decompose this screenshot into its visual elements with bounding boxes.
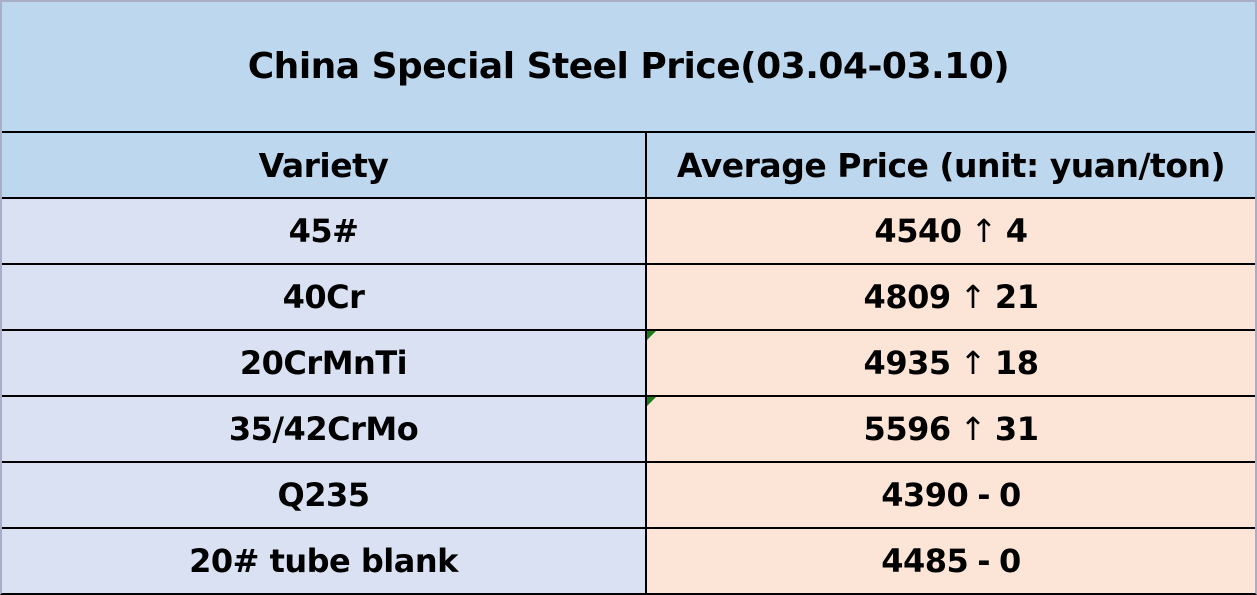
price-cell: 4935 ↑ 18 (645, 331, 1255, 395)
variety-cell: 20CrMnTi (2, 331, 645, 395)
variety-cell: 35/42CrMo (2, 397, 645, 461)
change-direction-symbol: - (977, 542, 991, 580)
change-value: 4 (1005, 212, 1028, 250)
change-value: 0 (999, 542, 1021, 580)
change-value: 18 (994, 344, 1039, 382)
price-value: 4935 (863, 344, 952, 382)
column-header-variety: Variety (2, 133, 645, 197)
header-row: Variety Average Price (unit: yuan/ton) (2, 131, 1255, 197)
price-value: 4390 (881, 476, 969, 514)
table-row: 35/42CrMo 5596 ↑ 31 (2, 395, 1255, 461)
price-cell: 4809 ↑ 21 (645, 265, 1255, 329)
price-value: 5596 (863, 410, 952, 448)
change-direction-symbol: ↑ (959, 278, 987, 316)
change-value: 31 (994, 410, 1039, 448)
price-cell: 4485 - 0 (645, 529, 1255, 593)
price-cell: 4540 ↑ 4 (645, 199, 1255, 263)
change-direction-symbol: - (977, 476, 991, 514)
number-stored-as-text-flag-icon (647, 331, 656, 340)
price-cell: 5596 ↑ 31 (645, 397, 1255, 461)
table-row: 45# 4540 ↑ 4 (2, 197, 1255, 263)
variety-cell: 20# tube blank (2, 529, 645, 593)
table-title: China Special Steel Price(03.04-03.10) (2, 2, 1255, 131)
change-direction-symbol: ↑ (970, 212, 997, 250)
number-stored-as-text-flag-icon (647, 397, 656, 406)
table-row: 20# tube blank 4485 - 0 (2, 527, 1255, 593)
variety-cell: 40Cr (2, 265, 645, 329)
price-value: 4809 (863, 278, 952, 316)
change-value: 21 (994, 278, 1039, 316)
change-value: 0 (999, 476, 1021, 514)
table-row: Q235 4390 - 0 (2, 461, 1255, 527)
table-row: 40Cr 4809 ↑ 21 (2, 263, 1255, 329)
change-direction-symbol: ↑ (959, 410, 987, 448)
table-row: 20CrMnTi 4935 ↑ 18 (2, 329, 1255, 395)
change-direction-symbol: ↑ (959, 344, 987, 382)
price-cell: 4390 - 0 (645, 463, 1255, 527)
variety-cell: Q235 (2, 463, 645, 527)
price-value: 4485 (881, 542, 969, 580)
column-header-price: Average Price (unit: yuan/ton) (645, 133, 1255, 197)
table-body: 45# 4540 ↑ 4 40Cr 4809 ↑ 21 20CrMnTi 493… (2, 197, 1255, 593)
price-value: 4540 (874, 212, 962, 250)
variety-cell: 45# (2, 199, 645, 263)
